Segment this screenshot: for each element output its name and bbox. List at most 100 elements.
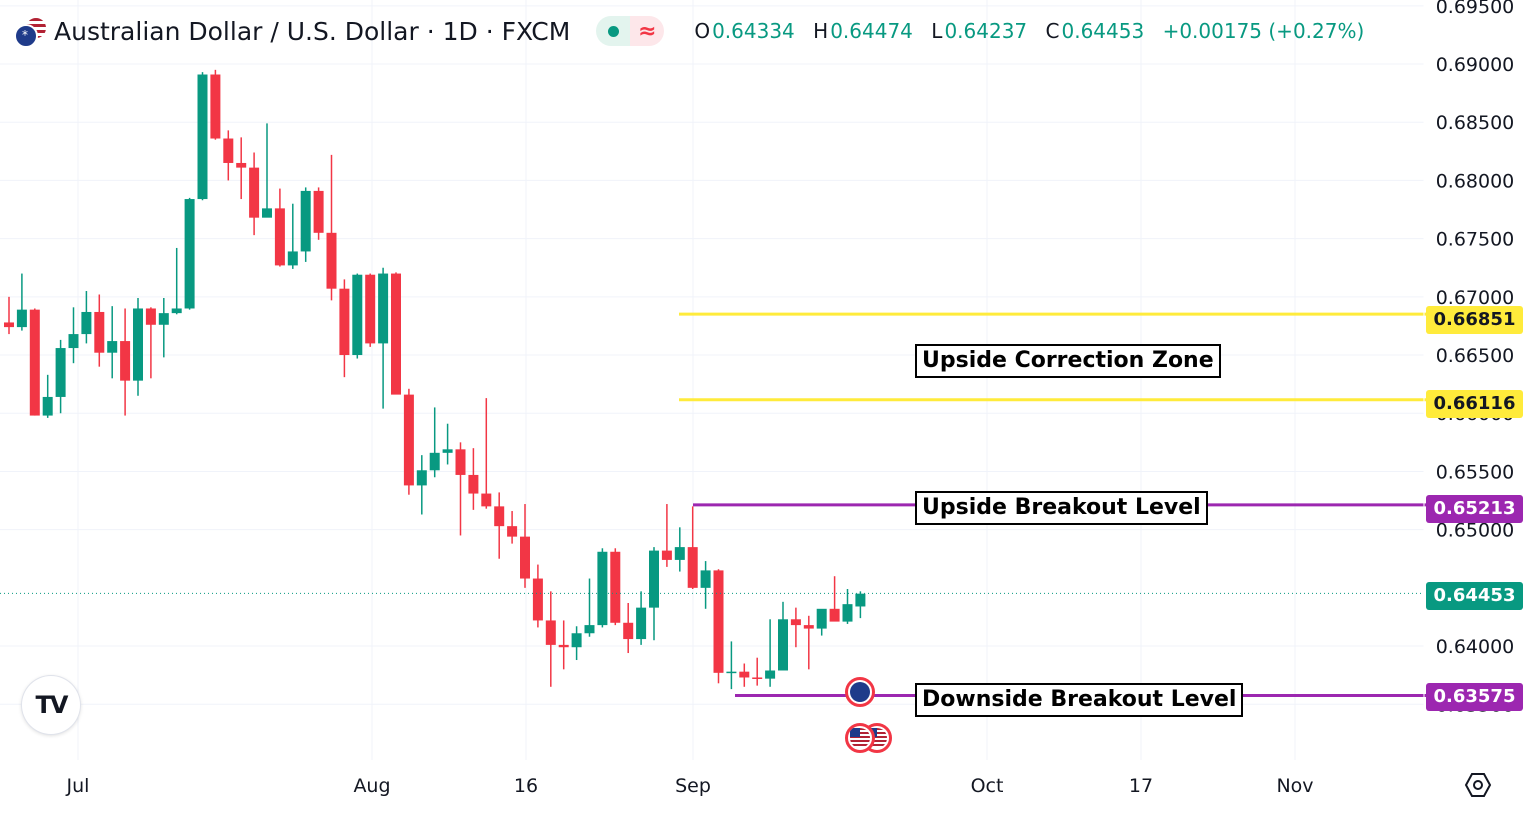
candle-body [378, 273, 389, 344]
x-tick-label: 17 [1129, 775, 1153, 797]
candle-body [674, 547, 685, 560]
us-event-icon[interactable] [845, 723, 875, 753]
candle-body [210, 74, 221, 139]
candle-body [842, 604, 853, 622]
candle-body [365, 274, 376, 344]
candle-body [300, 190, 311, 252]
candle-body [623, 622, 634, 640]
candle-body [803, 625, 814, 629]
candle-body [313, 190, 324, 233]
candle-body [16, 309, 27, 328]
zone-bottom-price-tag: 0.66116 [1426, 390, 1523, 418]
x-tick-label: Nov [1276, 775, 1313, 797]
downside-breakout-level-label[interactable]: Downside Breakout Level [915, 683, 1244, 717]
candle-body [68, 334, 79, 349]
y-tick-label: 0.66500 [1436, 345, 1515, 367]
candle-body [352, 274, 363, 356]
low-label: L [931, 19, 943, 43]
candle-body [262, 208, 272, 218]
data-delay-icon[interactable]: ≈ [630, 16, 665, 46]
candle-body [661, 550, 672, 560]
candle-body [507, 526, 518, 537]
candle-body [739, 671, 750, 678]
candle-body [816, 608, 827, 629]
open-label: O [694, 19, 711, 43]
candle-body [700, 570, 711, 588]
candle-body [597, 551, 608, 626]
candle-body [455, 449, 466, 475]
upside-breakout-price-tag: 0.65213 [1426, 495, 1523, 523]
candle-body [416, 470, 427, 486]
candle-body [468, 474, 479, 494]
y-tick-label: 0.65000 [1436, 520, 1515, 542]
candle-body [403, 394, 414, 486]
candle-body [223, 138, 234, 163]
candle-body [81, 311, 92, 335]
candle-body [494, 506, 505, 527]
candle-body [55, 348, 66, 397]
status-pills[interactable]: ≈ [596, 16, 665, 46]
candle-body [429, 452, 440, 471]
y-tick-label: 0.67500 [1436, 229, 1515, 251]
candle-body [4, 322, 14, 328]
y-tick-label: 0.64000 [1436, 636, 1515, 658]
x-tick-label: Jul [66, 775, 90, 797]
upside-correction-zone-label[interactable]: Upside Correction Zone [915, 344, 1221, 378]
candle-body [158, 313, 169, 325]
candle-body [520, 536, 530, 579]
close-value: 0.64453 [1061, 19, 1145, 43]
chart-legend: Australian Dollar / U.S. Dollar · 1D · F… [14, 14, 1366, 48]
candle-body [442, 449, 453, 453]
candle-body [133, 308, 143, 381]
candle-body [391, 273, 401, 395]
tradingview-logo[interactable]: TV [22, 676, 80, 734]
candle-body [829, 608, 840, 622]
x-tick-label: 16 [514, 775, 538, 797]
candle-body [610, 551, 621, 623]
candle-body [558, 644, 569, 648]
zone-top-price-tag: 0.66851 [1426, 306, 1523, 334]
x-tick-label: Sep [675, 775, 711, 797]
candle-body [545, 620, 556, 645]
candle-body [855, 593, 866, 607]
market-open-icon[interactable] [596, 16, 631, 46]
candle-body [197, 74, 208, 200]
candle-body [752, 677, 763, 679]
x-tick-label: Aug [353, 775, 390, 797]
candle-body [29, 309, 40, 416]
currency-pair-flag-icon [14, 16, 48, 48]
y-tick-label: 0.67000 [1436, 287, 1515, 309]
candle-body [790, 619, 801, 626]
candle-body [145, 308, 156, 325]
chart-settings-icon[interactable] [1464, 771, 1492, 799]
candle-body [649, 550, 659, 608]
candle-body [184, 199, 195, 309]
candle-body [726, 671, 737, 674]
y-tick-label: 0.68000 [1436, 170, 1515, 192]
downside-breakout-price-tag: 0.63575 [1426, 683, 1523, 711]
candle-body [236, 162, 247, 168]
candle-body [481, 493, 492, 507]
candle-body [94, 311, 105, 353]
close-label: C [1045, 19, 1060, 43]
y-tick-label: 0.69000 [1436, 54, 1515, 76]
low-value: 0.64237 [944, 19, 1028, 43]
current-price-tag: 0.64453 [1426, 582, 1523, 610]
candle-body [339, 288, 350, 356]
candle-body [42, 396, 53, 416]
y-tick-label: 0.68500 [1436, 112, 1515, 134]
candle-body [120, 341, 131, 381]
upside-breakout-level-label[interactable]: Upside Breakout Level [915, 491, 1208, 525]
candle-body [171, 308, 182, 314]
candle-body [713, 570, 724, 673]
candle-body [249, 167, 260, 218]
symbol-title[interactable]: Australian Dollar / U.S. Dollar · 1D · F… [54, 16, 571, 46]
y-tick-label: 0.65500 [1436, 461, 1515, 483]
candle-body [571, 633, 582, 648]
candle-body [687, 547, 698, 588]
candle-body [636, 607, 647, 640]
australia-event-icon[interactable] [845, 677, 875, 707]
candle-body [287, 251, 298, 266]
change-value: +0.00175 (+0.27%) [1162, 19, 1365, 43]
